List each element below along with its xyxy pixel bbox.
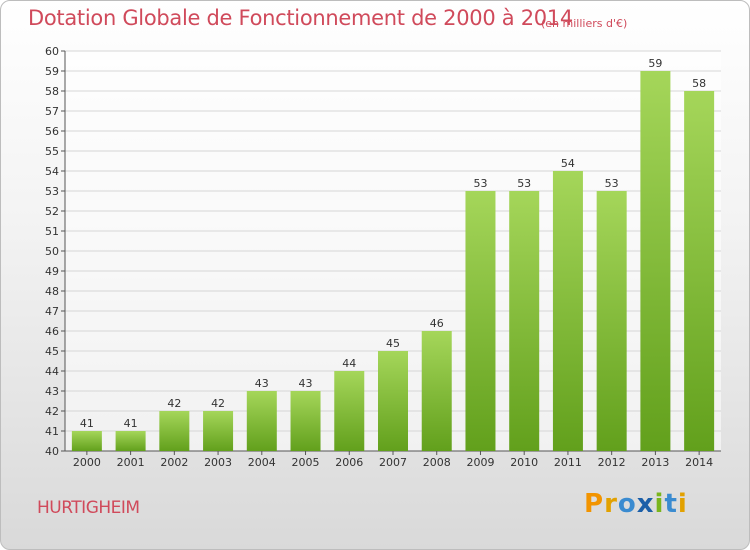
x-tick-label: 2014 xyxy=(685,456,713,469)
bar-2009 xyxy=(465,191,496,451)
bar-2012 xyxy=(596,191,627,451)
data-label: 42 xyxy=(167,397,181,410)
y-tick-label: 54 xyxy=(45,165,59,178)
bar-2006 xyxy=(334,371,365,451)
x-tick-label: 2009 xyxy=(466,456,494,469)
y-tick-label: 43 xyxy=(45,385,59,398)
y-tick-label: 60 xyxy=(45,45,59,58)
x-tick-label: 2006 xyxy=(335,456,363,469)
bar-2011 xyxy=(552,171,583,451)
y-tick-label: 59 xyxy=(45,65,59,78)
data-label: 41 xyxy=(124,417,138,430)
x-tick-label: 2012 xyxy=(598,456,626,469)
y-tick-label: 56 xyxy=(45,125,59,138)
y-tick-label: 58 xyxy=(45,85,59,98)
x-tick-label: 2000 xyxy=(73,456,101,469)
y-tick-label: 55 xyxy=(45,145,59,158)
y-tick-label: 51 xyxy=(45,225,59,238)
y-tick-label: 44 xyxy=(45,365,59,378)
x-tick-label: 2010 xyxy=(510,456,538,469)
y-tick-label: 42 xyxy=(45,405,59,418)
data-label: 46 xyxy=(430,317,444,330)
bar-2007 xyxy=(378,351,408,451)
data-label: 58 xyxy=(692,77,706,90)
y-tick-label: 53 xyxy=(45,185,59,198)
y-tick-label: 45 xyxy=(45,345,59,358)
data-label: 43 xyxy=(299,377,313,390)
x-tick-label: 2013 xyxy=(641,456,669,469)
bar-2002 xyxy=(159,411,190,451)
bar-2005 xyxy=(290,391,321,451)
bar-2004 xyxy=(246,391,277,451)
data-label: 53 xyxy=(517,177,531,190)
commune-name: HURTIGHEIM xyxy=(37,498,140,518)
data-label: 59 xyxy=(648,57,662,70)
x-tick-label: 2005 xyxy=(292,456,320,469)
y-tick-label: 57 xyxy=(45,105,59,118)
bar-2000 xyxy=(71,431,102,451)
x-tick-label: 2008 xyxy=(423,456,451,469)
x-tick-label: 2001 xyxy=(117,456,145,469)
x-tick-label: 2011 xyxy=(554,456,582,469)
y-tick-label: 50 xyxy=(45,245,59,258)
y-tick-label: 52 xyxy=(45,205,59,218)
bar-2001 xyxy=(115,431,146,451)
chart-unit: (en milliers d'€) xyxy=(541,17,628,30)
bar-2014 xyxy=(684,91,715,451)
x-tick-label: 2003 xyxy=(204,456,232,469)
x-tick-label: 2007 xyxy=(379,456,407,469)
data-label: 45 xyxy=(386,337,400,350)
y-tick-label: 46 xyxy=(45,325,59,338)
data-label: 41 xyxy=(80,417,94,430)
chart-title: Dotation Globale de Fonctionnement de 20… xyxy=(28,6,573,30)
data-label: 42 xyxy=(211,397,225,410)
bar-2008 xyxy=(421,331,452,451)
data-label: 43 xyxy=(255,377,269,390)
proxiti-logo: Proxiti xyxy=(584,489,688,519)
bar-2003 xyxy=(203,411,234,451)
bar-2013 xyxy=(640,71,671,451)
x-tick-label: 2004 xyxy=(248,456,276,469)
y-tick-label: 47 xyxy=(45,305,59,318)
data-label: 44 xyxy=(342,357,356,370)
bar-2010 xyxy=(509,191,540,451)
y-tick-label: 41 xyxy=(45,425,59,438)
data-label: 53 xyxy=(605,177,619,190)
y-tick-label: 48 xyxy=(45,285,59,298)
data-label: 53 xyxy=(473,177,487,190)
x-tick-label: 2002 xyxy=(160,456,188,469)
y-tick-label: 40 xyxy=(45,445,59,458)
y-tick-label: 49 xyxy=(45,265,59,278)
data-label: 54 xyxy=(561,157,575,170)
